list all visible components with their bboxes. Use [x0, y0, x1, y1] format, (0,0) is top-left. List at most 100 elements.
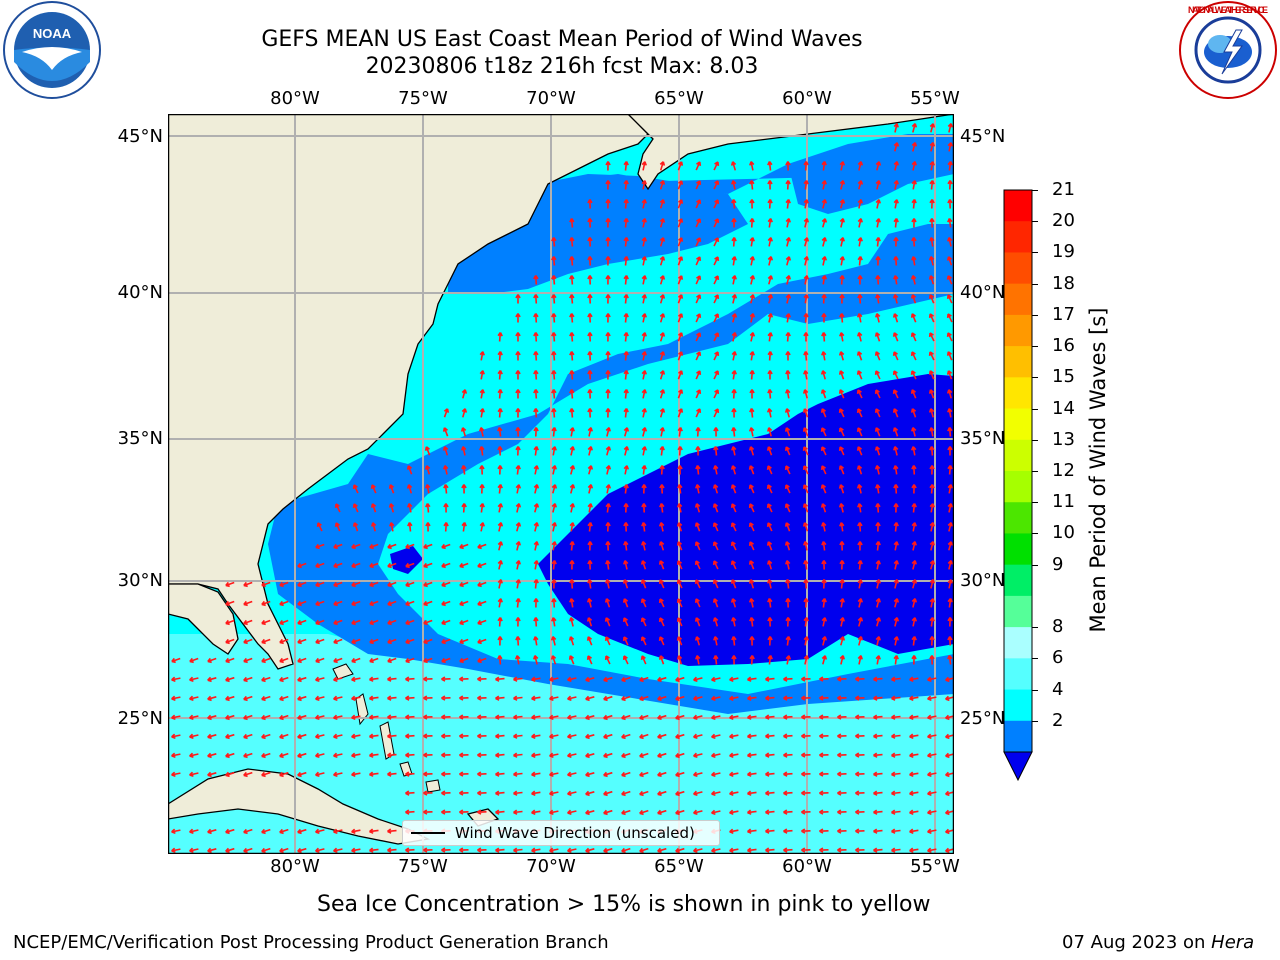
wind-wave-arrow: [531, 695, 541, 701]
wind-wave-arrow: [297, 600, 307, 607]
wind-wave-arrow: [658, 636, 665, 646]
wind-wave-arrow: [783, 790, 793, 796]
wind-wave-arrow: [891, 828, 901, 834]
wind-wave-arrow: [730, 579, 737, 589]
wind-wave-arrow: [729, 809, 739, 815]
colorbar-tick-label: 13: [1052, 428, 1075, 450]
wind-wave-arrow: [641, 161, 647, 171]
land-north-america: [168, 114, 649, 670]
wind-wave-arrow: [551, 332, 557, 342]
wind-wave-arrow: [569, 370, 575, 380]
wind-wave-arrow: [909, 771, 919, 777]
wind-wave-arrow: [569, 332, 575, 342]
wind-wave-arrow: [694, 617, 701, 627]
wind-wave-arrow: [857, 332, 863, 342]
wind-wave-arrow: [730, 484, 737, 494]
wind-wave-arrow: [856, 446, 863, 456]
wind-wave-arrow: [875, 180, 881, 190]
wind-wave-arrow: [875, 294, 881, 304]
wind-wave-arrow: [748, 598, 755, 608]
wind-wave-arrow: [803, 275, 810, 285]
wind-wave-arrow: [731, 446, 737, 456]
wind-wave-arrow: [802, 427, 809, 437]
wind-wave-arrow: [477, 752, 487, 758]
wind-wave-arrow: [459, 733, 469, 739]
wind-wave-arrow: [875, 636, 881, 646]
wind-wave-arrow: [893, 522, 899, 532]
wind-wave-arrow: [893, 484, 899, 494]
wind-wave-arrow: [820, 503, 827, 513]
wind-wave-arrow: [605, 332, 611, 342]
wind-wave-arrow: [387, 676, 397, 682]
wind-wave-arrow: [803, 179, 809, 190]
wind-wave-arrow: [711, 752, 721, 759]
wind-wave-arrow: [675, 752, 685, 759]
wind-wave-arrow: [497, 465, 503, 475]
wind-wave-arrow: [766, 465, 773, 475]
wind-wave-arrow: [909, 695, 919, 701]
wind-wave-arrow: [639, 714, 649, 721]
wind-wave-arrow: [695, 655, 701, 665]
colorbar-segment: [1004, 658, 1032, 691]
wind-wave-arrow: [514, 655, 521, 665]
wind-wave-arrow: [749, 256, 755, 266]
wind-wave-arrow: [621, 790, 631, 797]
map-legend: Wind Wave Direction (unscaled): [402, 820, 720, 846]
wind-wave-arrow: [442, 427, 449, 437]
wind-wave-arrow: [911, 560, 917, 570]
wind-wave-arrow: [821, 218, 828, 228]
wind-wave-arrow: [893, 654, 899, 665]
wind-wave-arrow: [531, 847, 541, 853]
wind-wave-arrow: [279, 581, 289, 588]
wind-wave-arrow: [838, 389, 845, 399]
colorbar-tick-mark: [1032, 221, 1038, 223]
wind-wave-arrow: [515, 617, 521, 627]
wind-wave-arrow: [425, 522, 431, 532]
wind-wave-arrow: [839, 218, 845, 228]
wind-wave-arrow: [243, 619, 253, 626]
wind-wave-arrow: [441, 581, 451, 588]
wind-wave-arrow: [785, 237, 792, 247]
wind-wave-arrow: [891, 733, 901, 739]
wind-wave-arrow: [767, 351, 773, 361]
wind-wave-arrow: [875, 313, 881, 323]
wind-wave-arrow: [515, 427, 521, 437]
wind-wave-arrow: [856, 484, 863, 494]
wind-wave-arrow: [315, 676, 325, 682]
wind-wave-arrow: [640, 617, 647, 627]
wind-wave-arrow: [874, 332, 881, 342]
wind-wave-arrow: [587, 237, 593, 247]
wind-wave-arrow: [586, 655, 593, 665]
wind-wave-arrow: [657, 809, 667, 815]
wind-wave-arrow: [838, 427, 845, 437]
wind-wave-arrow: [622, 636, 629, 646]
wind-wave-arrow: [677, 332, 684, 342]
wind-wave-arrow: [171, 733, 181, 740]
wind-wave-arrow: [243, 695, 253, 702]
colorbar-tick-mark: [1032, 658, 1038, 660]
wind-wave-arrow: [839, 617, 845, 627]
wind-wave-arrow: [567, 714, 577, 720]
wind-wave-arrow: [910, 389, 917, 399]
wind-wave-arrow: [820, 465, 827, 475]
wind-wave-arrow: [946, 256, 953, 266]
wind-wave-arrow: [893, 617, 900, 627]
wind-wave-arrow: [423, 790, 433, 796]
wind-wave-arrow: [839, 313, 845, 323]
lon-tick-bottom-75w: 75°W: [398, 856, 448, 877]
wind-wave-arrow: [261, 657, 271, 664]
wind-wave-arrow: [567, 790, 577, 796]
wind-wave-arrow: [856, 313, 863, 323]
wind-wave-arrow: [785, 180, 791, 190]
wind-wave-arrow: [765, 809, 775, 815]
wind-wave-arrow: [873, 714, 883, 720]
wind-wave-arrow: [423, 733, 433, 739]
wind-wave-arrow: [677, 313, 684, 323]
wind-wave-arrow: [695, 294, 702, 304]
wind-wave-arrow: [928, 332, 935, 342]
wind-wave-arrow: [766, 484, 773, 494]
wind-wave-arrow: [569, 389, 575, 399]
wind-wave-arrow: [893, 256, 899, 266]
wind-wave-arrow: [531, 752, 541, 758]
wind-wave-arrow: [623, 237, 629, 247]
